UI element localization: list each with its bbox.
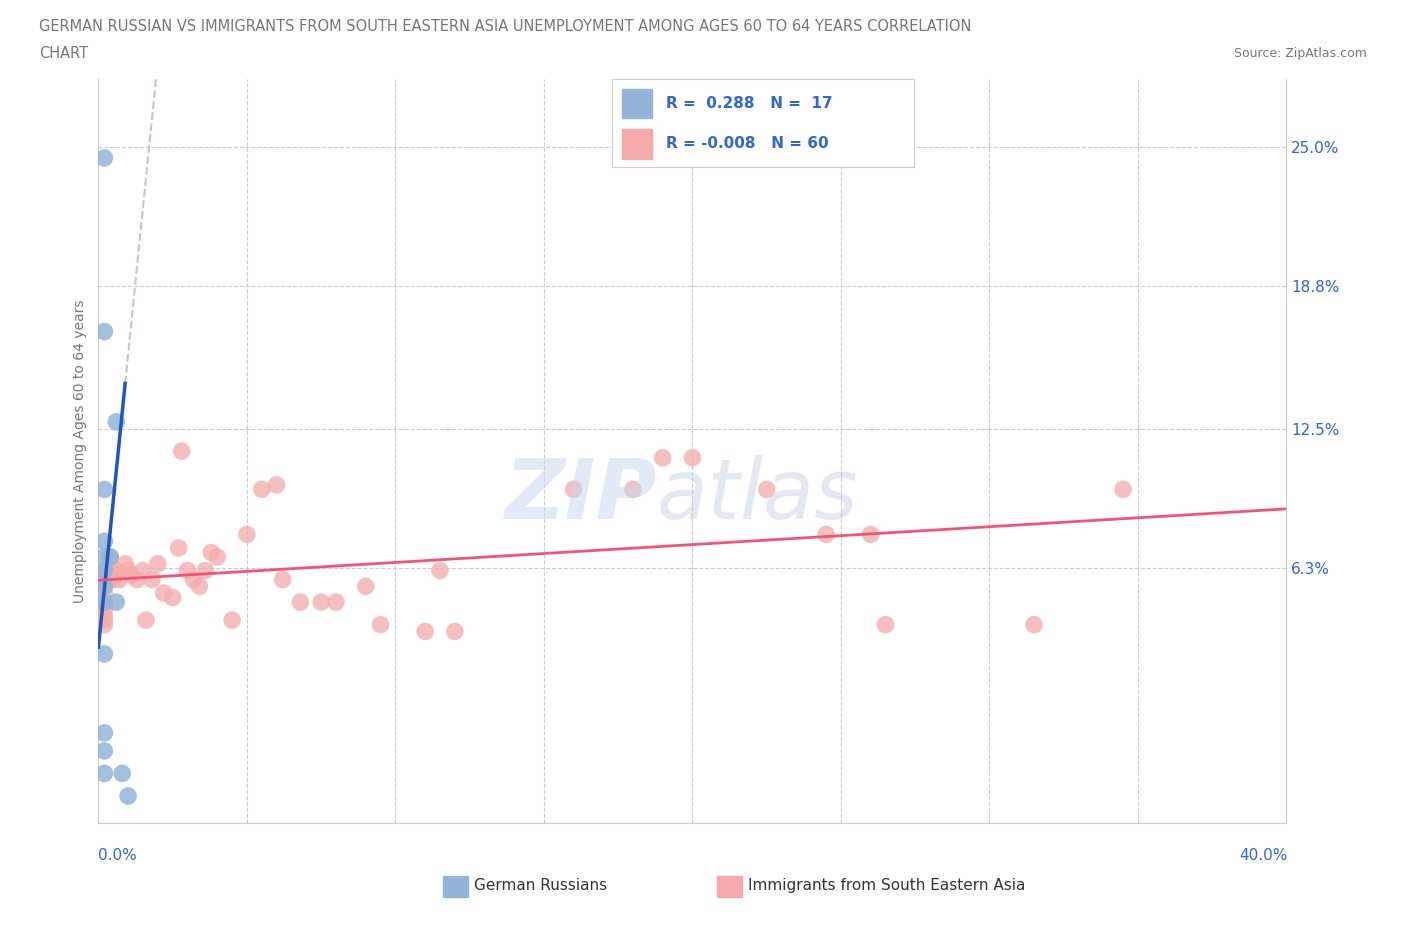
Point <box>132 563 155 578</box>
Text: 0.0%: 0.0% <box>98 848 138 863</box>
Text: R = -0.008   N = 60: R = -0.008 N = 60 <box>666 137 828 152</box>
Point <box>93 325 115 339</box>
Point <box>125 572 148 587</box>
Point <box>105 414 128 429</box>
Point <box>354 578 377 593</box>
Point <box>200 545 222 560</box>
Text: GERMAN RUSSIAN VS IMMIGRANTS FROM SOUTH EASTERN ASIA UNEMPLOYMENT AMONG AGES 60 : GERMAN RUSSIAN VS IMMIGRANTS FROM SOUTH … <box>39 19 972 33</box>
Point <box>98 550 121 565</box>
Point <box>96 567 118 582</box>
Point <box>103 567 125 582</box>
Point <box>221 613 243 628</box>
Point <box>96 572 118 587</box>
Point <box>162 591 184 605</box>
Point <box>93 578 115 593</box>
Text: 40.0%: 40.0% <box>1240 848 1288 863</box>
Point <box>93 594 115 609</box>
Point <box>93 608 115 623</box>
Point <box>194 563 217 578</box>
Point <box>207 550 229 565</box>
Text: Immigrants from South Eastern Asia: Immigrants from South Eastern Asia <box>748 878 1025 893</box>
Text: Source: ZipAtlas.com: Source: ZipAtlas.com <box>1233 46 1367 60</box>
Point <box>429 563 451 578</box>
Text: R =  0.288   N =  17: R = 0.288 N = 17 <box>666 96 832 111</box>
Point <box>167 540 190 555</box>
Point <box>105 594 128 609</box>
Point <box>93 594 115 609</box>
Point <box>651 450 673 465</box>
Point <box>875 618 897 632</box>
Point <box>105 563 128 578</box>
Point <box>108 572 131 587</box>
Point <box>93 151 115 166</box>
Bar <box>623 88 652 118</box>
Point <box>141 572 163 587</box>
Point <box>1022 618 1045 632</box>
Point <box>120 567 142 582</box>
Point <box>93 572 115 587</box>
Point <box>325 594 347 609</box>
Point <box>93 613 115 628</box>
Text: CHART: CHART <box>39 46 89 61</box>
Point <box>93 602 115 617</box>
Point <box>370 618 392 632</box>
Point <box>135 613 157 628</box>
Point <box>93 618 115 632</box>
Point <box>98 550 121 565</box>
Bar <box>623 129 652 159</box>
Point <box>183 572 205 587</box>
Point <box>188 578 211 593</box>
Point <box>103 572 125 587</box>
Text: German Russians: German Russians <box>474 878 607 893</box>
Point <box>176 563 198 578</box>
Point <box>755 482 778 497</box>
Point <box>250 482 273 497</box>
Point <box>266 477 288 492</box>
Point <box>93 646 115 661</box>
Point <box>98 572 121 587</box>
Point <box>682 450 704 465</box>
Point <box>93 567 115 582</box>
Point <box>443 624 465 639</box>
Point <box>93 482 115 497</box>
Point <box>117 789 139 804</box>
Point <box>93 550 115 565</box>
Point <box>562 482 585 497</box>
Point <box>621 482 644 497</box>
Point <box>114 556 136 571</box>
Point <box>93 725 115 740</box>
Text: ZIP: ZIP <box>505 455 657 537</box>
Point <box>93 743 115 758</box>
Point <box>93 586 115 601</box>
Point <box>111 766 134 781</box>
Point <box>117 563 139 578</box>
Point <box>93 563 115 578</box>
Point <box>170 444 193 458</box>
Point <box>96 563 118 578</box>
Point <box>98 563 121 578</box>
Point <box>236 527 259 542</box>
Point <box>93 578 115 593</box>
Point <box>93 766 115 781</box>
Point <box>146 556 169 571</box>
Text: atlas: atlas <box>657 455 859 537</box>
Point <box>1112 482 1135 497</box>
Point <box>152 586 174 601</box>
Point <box>859 527 882 542</box>
Y-axis label: Unemployment Among Ages 60 to 64 years: Unemployment Among Ages 60 to 64 years <box>73 299 87 603</box>
Point <box>413 624 436 639</box>
Point <box>290 594 312 609</box>
Point <box>309 594 332 609</box>
Point <box>271 572 294 587</box>
Point <box>93 534 115 549</box>
Point <box>815 527 838 542</box>
